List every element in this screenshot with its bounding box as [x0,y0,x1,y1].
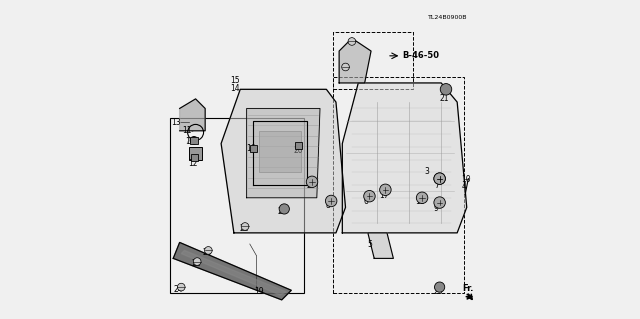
Text: 4: 4 [462,182,467,191]
Circle shape [279,204,289,214]
Circle shape [325,195,337,207]
Circle shape [342,63,349,71]
Text: 17: 17 [380,191,389,200]
Bar [191,137,198,144]
Text: 14: 14 [230,84,239,93]
Polygon shape [368,233,394,258]
Circle shape [434,173,445,184]
Text: 1: 1 [186,137,190,146]
Bar [250,145,257,152]
Text: 15: 15 [230,76,239,85]
Circle shape [193,258,201,265]
Circle shape [434,173,445,184]
Bar [191,154,198,161]
Polygon shape [173,242,291,300]
Text: 23: 23 [278,207,287,216]
Circle shape [241,223,249,230]
Text: 21: 21 [440,94,449,103]
Text: 16: 16 [246,144,255,153]
Text: 11: 11 [182,126,191,135]
Text: 5: 5 [367,240,372,249]
Text: 10: 10 [461,175,470,184]
Polygon shape [180,99,205,131]
Bar [170,118,304,293]
Circle shape [364,190,375,202]
Circle shape [205,247,212,254]
Circle shape [380,184,391,196]
Polygon shape [221,89,346,233]
Text: 23: 23 [433,287,443,296]
Text: 3: 3 [424,167,429,176]
Bar [296,142,303,149]
Bar [333,32,413,89]
Text: 22: 22 [192,259,201,268]
Text: 12: 12 [189,159,198,168]
Circle shape [440,84,452,95]
Circle shape [434,197,445,208]
Text: 18: 18 [416,197,425,206]
Circle shape [177,283,185,291]
Polygon shape [253,121,307,185]
Text: 9: 9 [433,204,438,213]
Bar [333,77,463,293]
Circle shape [348,38,356,45]
Text: Fr.: Fr. [462,284,474,293]
Circle shape [190,137,198,144]
Polygon shape [181,250,287,295]
Text: 19: 19 [255,287,264,296]
Circle shape [435,282,445,292]
Circle shape [307,176,318,188]
Text: 2: 2 [307,181,311,189]
Text: 20: 20 [294,146,303,155]
Bar [189,147,202,160]
Polygon shape [339,38,371,83]
Text: 22: 22 [239,224,249,233]
Circle shape [417,192,428,204]
Text: TL24B0900B: TL24B0900B [428,15,468,20]
Bar [259,131,301,172]
Text: 6: 6 [363,197,368,206]
Text: 13: 13 [172,118,181,127]
Text: 24: 24 [174,285,184,294]
Text: 25: 25 [203,248,212,256]
Polygon shape [342,83,467,233]
Text: B-46-50: B-46-50 [403,51,439,60]
Polygon shape [246,108,320,198]
Text: 8: 8 [326,201,330,210]
Text: 7: 7 [434,181,439,189]
